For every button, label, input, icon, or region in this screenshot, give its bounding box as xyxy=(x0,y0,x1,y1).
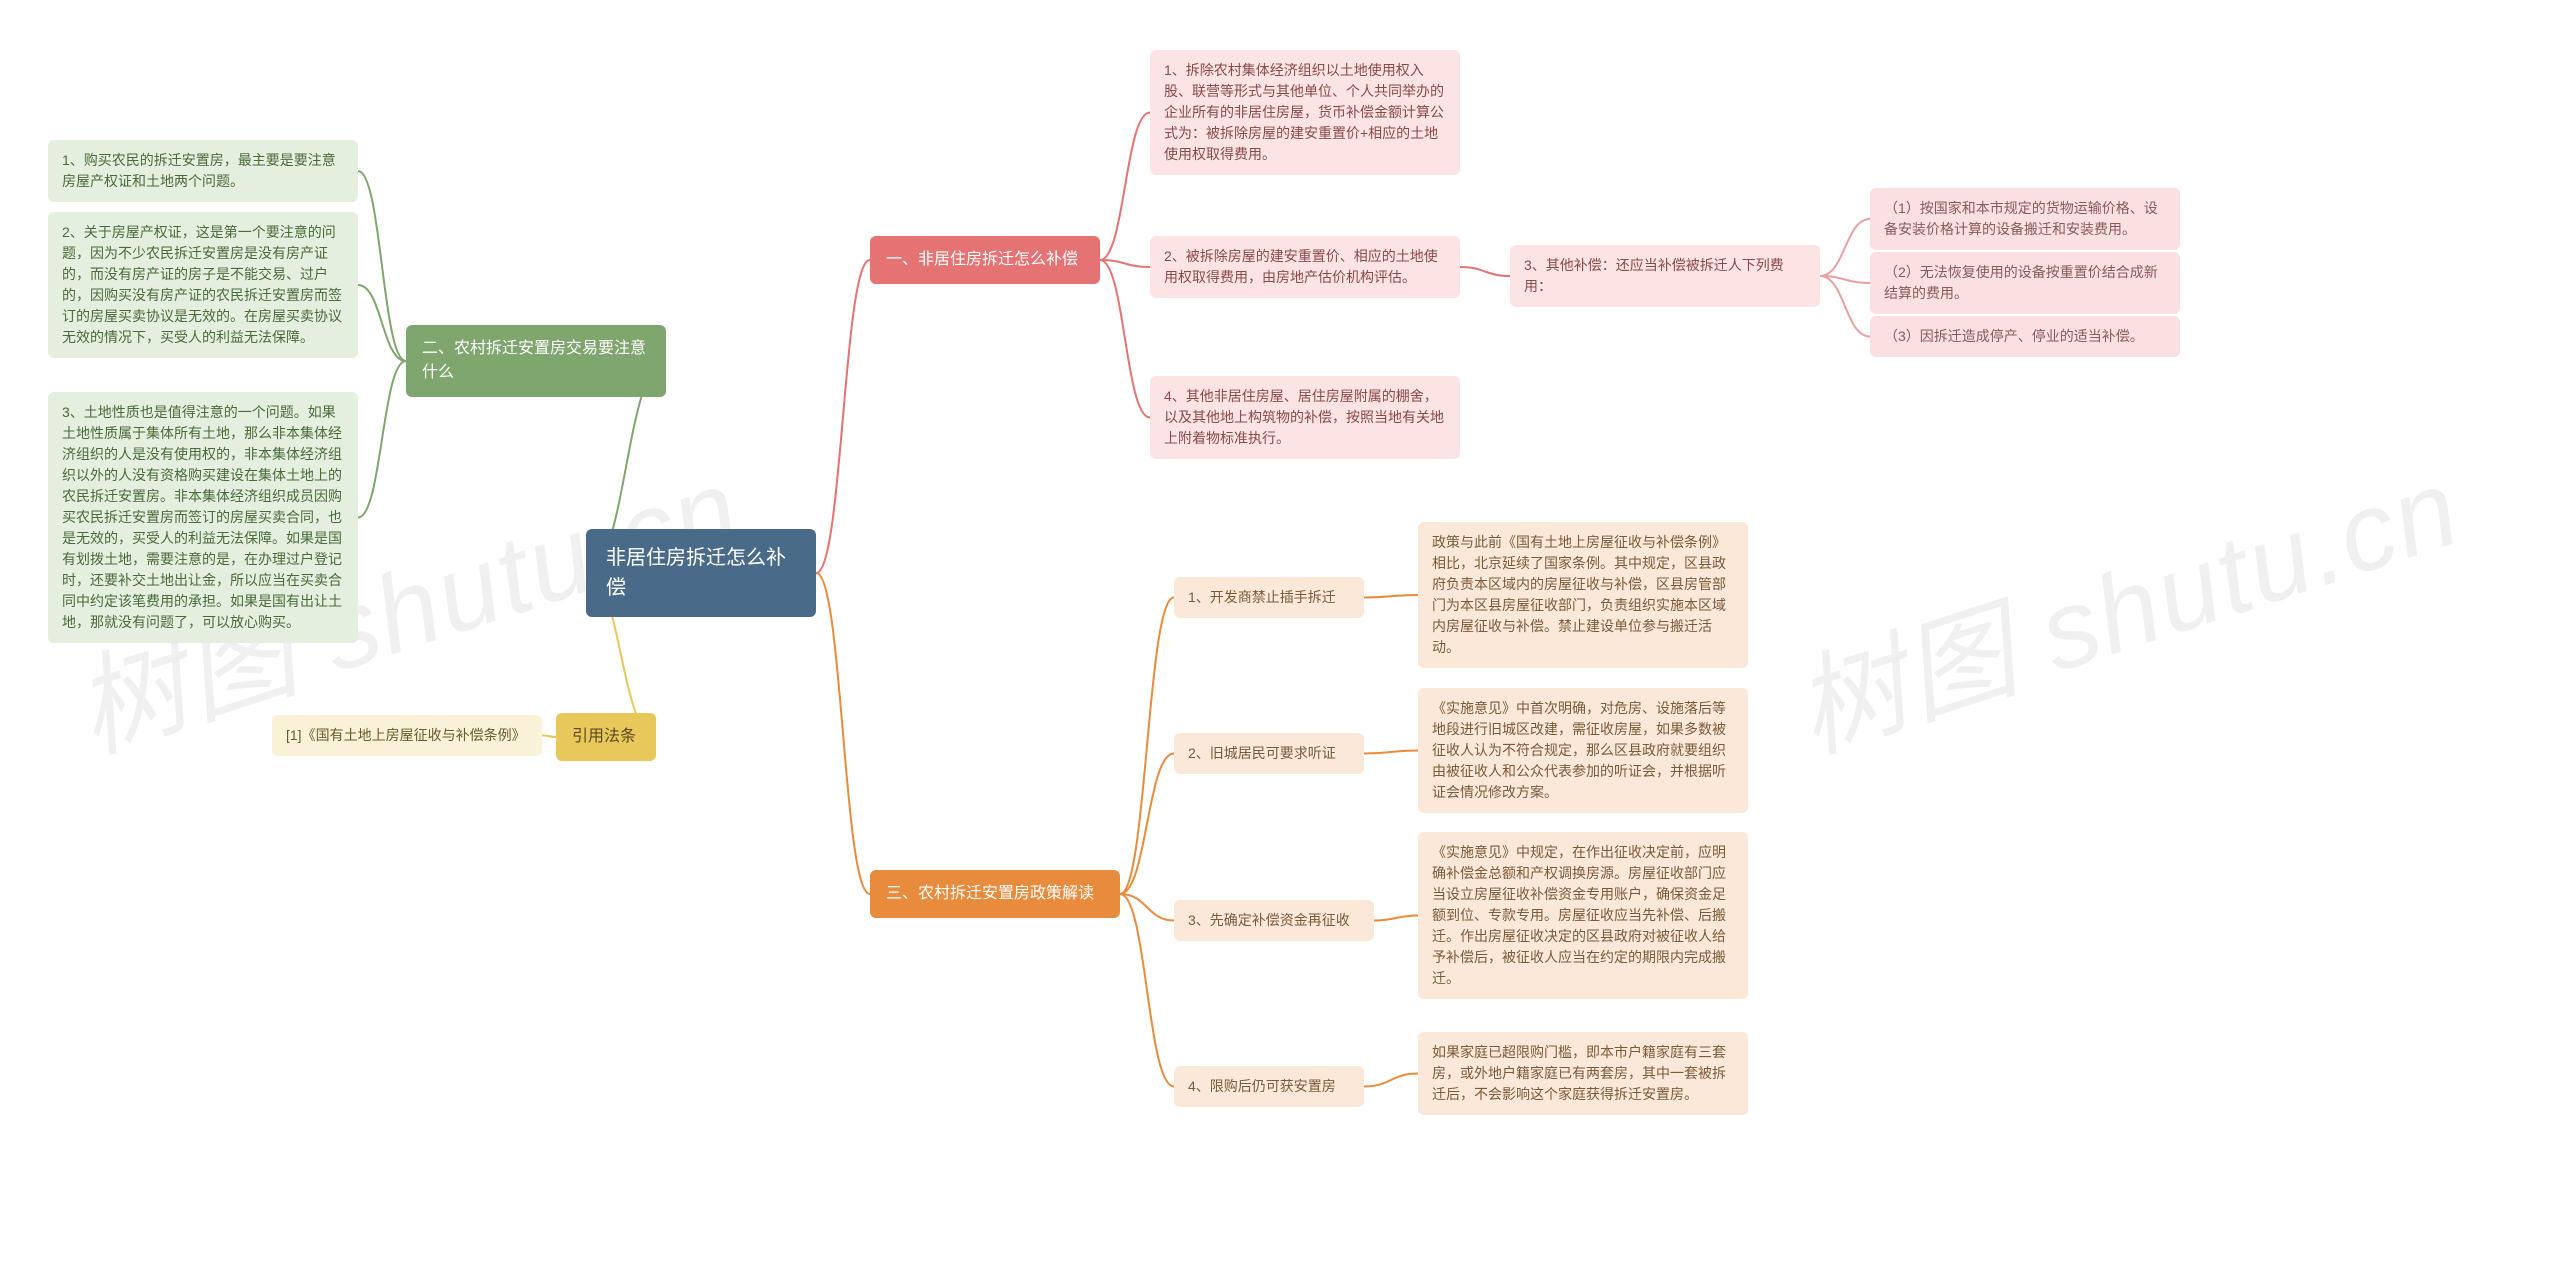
root-node[interactable]: 非居住房拆迁怎么补偿 xyxy=(586,529,816,617)
leaf-1-3-2: （2）无法恢复使用的设备按重置价结合成新结算的费用。 xyxy=(1870,252,2180,314)
branch-3[interactable]: 三、农村拆迁安置房政策解读 xyxy=(870,870,1120,918)
watermark-2: 树图 shutu.cn xyxy=(1772,418,2476,783)
leaf-1-4: 4、其他非居住房屋、居住房屋附属的棚舍，以及其他地上构筑物的补偿，按照当地有关地… xyxy=(1150,376,1460,459)
leaf-3-1: 1、开发商禁止插手拆迁 xyxy=(1174,577,1364,618)
leaf-3-4-detail: 如果家庭已超限购门槛，即本市户籍家庭有三套房，或外地户籍家庭已有两套房，其中一套… xyxy=(1418,1032,1748,1115)
leaf-3-2: 2、旧城居民可要求听证 xyxy=(1174,733,1364,774)
leaf-3-2-detail: 《实施意见》中首次明确，对危房、设施落后等地段进行旧城区改建，需征收房屋，如果多… xyxy=(1418,688,1748,813)
branch-1[interactable]: 一、非居住房拆迁怎么补偿 xyxy=(870,236,1100,284)
leaf-1-1: 1、拆除农村集体经济组织以土地使用权入股、联营等形式与其他单位、个人共同举办的企… xyxy=(1150,50,1460,175)
leaf-2-1: 1、购买农民的拆迁安置房，最主要是要注意房屋产权证和土地两个问题。 xyxy=(48,140,358,202)
leaf-1-3: 3、其他补偿：还应当补偿被拆迁人下列费用： xyxy=(1510,245,1820,307)
leaf-3-3-detail: 《实施意见》中规定，在作出征收决定前，应明确补偿金总额和产权调换房源。房屋征收部… xyxy=(1418,832,1748,999)
leaf-2-2: 2、关于房屋产权证，这是第一个要注意的问题，因为不少农民拆迁安置房是没有房产证的… xyxy=(48,212,358,358)
leaf-3-4: 4、限购后仍可获安置房 xyxy=(1174,1066,1364,1107)
leaf-2-3: 3、土地性质也是值得注意的一个问题。如果土地性质属于集体所有土地，那么非本集体经… xyxy=(48,392,358,643)
leaf-3-1-detail: 政策与此前《国有土地上房屋征收与补偿条例》相比，北京延续了国家条例。其中规定，区… xyxy=(1418,522,1748,668)
branch-4[interactable]: 引用法条 xyxy=(556,713,656,761)
leaf-1-2: 2、被拆除房屋的建安重置价、相应的土地使用权取得费用，由房地产估价机构评估。 xyxy=(1150,236,1460,298)
leaf-3-3: 3、先确定补偿资金再征收 xyxy=(1174,900,1374,941)
leaf-1-3-1: （1）按国家和本市规定的货物运输价格、设备安装价格计算的设备搬迁和安装费用。 xyxy=(1870,188,2180,250)
leaf-4-1: [1]《国有土地上房屋征收与补偿条例》 xyxy=(272,715,542,756)
branch-2[interactable]: 二、农村拆迁安置房交易要注意什么 xyxy=(406,325,666,397)
leaf-1-3-3: （3）因拆迁造成停产、停业的适当补偿。 xyxy=(1870,316,2180,357)
